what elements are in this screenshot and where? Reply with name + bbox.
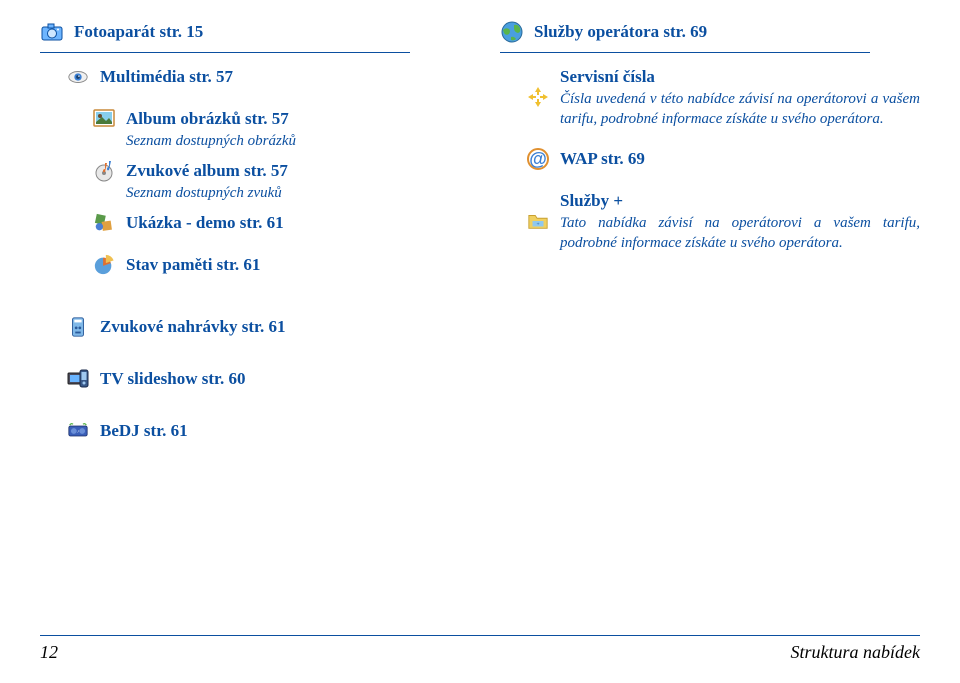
servisni-title: Servisní čísla bbox=[560, 65, 920, 89]
svg-text:+: + bbox=[536, 222, 539, 228]
right-column: Služby operátora str. 69 Servisní čísla … bbox=[500, 20, 920, 451]
item-tv: TV slideshow str. 60 bbox=[66, 367, 440, 391]
svg-text:@: @ bbox=[529, 149, 547, 169]
zvukove-album-text: Zvukové album str. 57 Seznam dostupných … bbox=[126, 159, 288, 203]
plus-text: Služby + Tato nabídka závisí na operátor… bbox=[560, 189, 920, 253]
item-ukazka: Ukázka - demo str. 61 bbox=[92, 211, 440, 235]
tv-title: TV slideshow str. 60 bbox=[100, 367, 245, 391]
item-sluzby-plus: + Služby + Tato nabídka závisí na operát… bbox=[526, 189, 920, 253]
arrows-icon bbox=[526, 85, 550, 109]
servisni-text: Servisní čísla Čísla uvedená v této nabí… bbox=[560, 65, 920, 129]
plus-desc: Tato nabídka závisí na operátorovi a vaš… bbox=[560, 213, 920, 253]
album-title: Album obrázků str. 57 bbox=[126, 107, 296, 131]
tv-phone-icon bbox=[66, 367, 90, 391]
nahravky-title: Zvukové nahrávky str. 61 bbox=[100, 315, 285, 339]
item-fotoaparat: Fotoaparát str. 15 bbox=[40, 20, 440, 44]
multimedia-title: Multimédia str. 57 bbox=[100, 65, 233, 89]
item-multimedia: Multimédia str. 57 bbox=[66, 65, 440, 89]
ukazka-title: Ukázka - demo str. 61 bbox=[126, 211, 284, 235]
dj-mixer-icon: ♪ bbox=[66, 419, 90, 443]
item-nahravky: Zvukové nahrávky str. 61 bbox=[66, 315, 440, 339]
album-desc: Seznam dostupných obrázků bbox=[126, 131, 296, 151]
fotoaparat-title: Fotoaparát str. 15 bbox=[74, 20, 203, 44]
music-disc-icon bbox=[92, 159, 116, 183]
recorder-icon bbox=[66, 315, 90, 339]
divider-right bbox=[500, 52, 870, 53]
eye-icon bbox=[66, 65, 90, 89]
stav-title: Stav paměti str. 61 bbox=[126, 253, 260, 277]
page-footer: 12 Struktura nabídek bbox=[40, 635, 920, 663]
at-sign-icon: @ bbox=[526, 147, 550, 171]
album-text: Album obrázků str. 57 Seznam dostupných … bbox=[126, 107, 296, 151]
item-sluzby: Služby operátora str. 69 bbox=[500, 20, 920, 44]
page-content: Fotoaparát str. 15 Multimédia str. 57 bbox=[40, 20, 920, 451]
zvukove-album-desc: Seznam dostupných zvuků bbox=[126, 183, 288, 203]
item-album: Album obrázků str. 57 Seznam dostupných … bbox=[92, 107, 440, 151]
bedj-title: BeDJ str. 61 bbox=[100, 419, 188, 443]
camera-icon bbox=[40, 20, 64, 44]
globe-icon bbox=[500, 20, 524, 44]
item-wap: @ WAP str. 69 bbox=[526, 147, 920, 171]
footer-title: Struktura nabídek bbox=[791, 642, 920, 663]
pie-chart-icon bbox=[92, 253, 116, 277]
item-stav: Stav paměti str. 61 bbox=[92, 253, 440, 277]
divider bbox=[40, 52, 410, 53]
svg-text:♪: ♪ bbox=[77, 429, 79, 434]
shapes-icon bbox=[92, 211, 116, 235]
left-column: Fotoaparát str. 15 Multimédia str. 57 bbox=[40, 20, 440, 451]
item-servisni: Servisní čísla Čísla uvedená v této nabí… bbox=[526, 65, 920, 129]
picture-icon bbox=[92, 107, 116, 131]
wap-title: WAP str. 69 bbox=[560, 147, 645, 171]
sluzby-title: Služby operátora str. 69 bbox=[534, 20, 707, 44]
item-zvukove-album: Zvukové album str. 57 Seznam dostupných … bbox=[92, 159, 440, 203]
item-bedj: ♪ BeDJ str. 61 bbox=[66, 419, 440, 443]
zvukove-album-title: Zvukové album str. 57 bbox=[126, 159, 288, 183]
page-number: 12 bbox=[40, 642, 58, 663]
plus-title: Služby + bbox=[560, 189, 920, 213]
folder-plus-icon: + bbox=[526, 209, 550, 233]
servisni-desc: Čísla uvedená v této nabídce závisí na o… bbox=[560, 89, 920, 129]
